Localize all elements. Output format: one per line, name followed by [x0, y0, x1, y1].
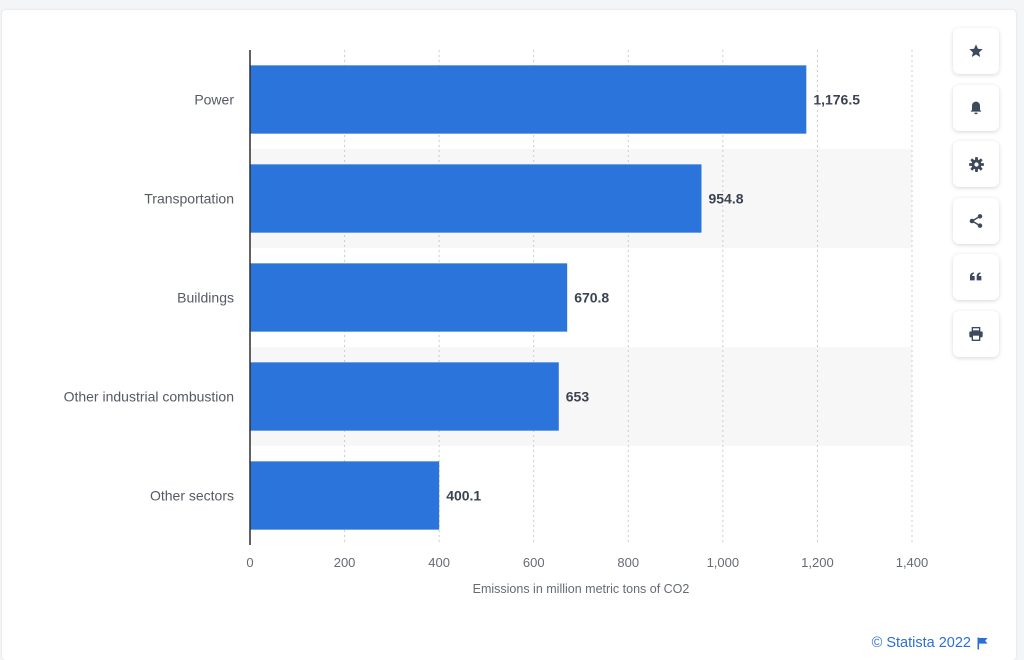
share-icon: [969, 213, 983, 228]
credit-text[interactable]: © Statista 2022: [871, 635, 971, 651]
favorite-button[interactable]: [953, 28, 999, 74]
category-label: Transportation: [144, 191, 234, 207]
print-button[interactable]: [953, 310, 999, 357]
star-icon: [969, 44, 983, 57]
bar: [250, 461, 440, 530]
flag-icon[interactable]: [977, 637, 988, 650]
bell-icon: [970, 101, 982, 114]
x-tick-label: 400: [428, 555, 450, 570]
x-tick-label: 1,400: [896, 555, 929, 570]
x-tick-label: 600: [523, 555, 545, 570]
x-tick-label: 0: [246, 555, 253, 570]
bar: [250, 362, 559, 431]
data-label: 400.1: [446, 488, 481, 504]
settings-button[interactable]: [953, 141, 999, 188]
data-label: 1,176.5: [813, 92, 860, 108]
data-label: 954.8: [708, 191, 743, 207]
data-label: 653: [566, 389, 590, 405]
bar: [250, 263, 568, 332]
category-label: Buildings: [177, 290, 234, 306]
chart-toolbar: [953, 28, 999, 368]
data-label: 670.8: [574, 290, 609, 306]
x-axis-title: Emissions in million metric tons of CO2: [473, 582, 690, 596]
cite-button[interactable]: [953, 254, 999, 301]
x-tick-label: 200: [334, 555, 356, 570]
notification-button[interactable]: [953, 84, 999, 131]
category-label: Other sectors: [150, 488, 234, 504]
gear-icon: [968, 156, 984, 172]
x-tick-label: 1,200: [801, 555, 834, 570]
quote-icon: [970, 272, 982, 281]
x-tick-label: 1,000: [707, 555, 740, 570]
print-icon: [969, 326, 983, 341]
share-button[interactable]: [953, 197, 999, 244]
category-label: Other industrial combustion: [64, 389, 234, 405]
statista-credit[interactable]: © Statista 2022: [872, 635, 988, 651]
category-label: Power: [194, 92, 234, 108]
bar: [250, 164, 702, 233]
x-tick-label: 800: [617, 555, 639, 570]
bar: [250, 65, 807, 134]
